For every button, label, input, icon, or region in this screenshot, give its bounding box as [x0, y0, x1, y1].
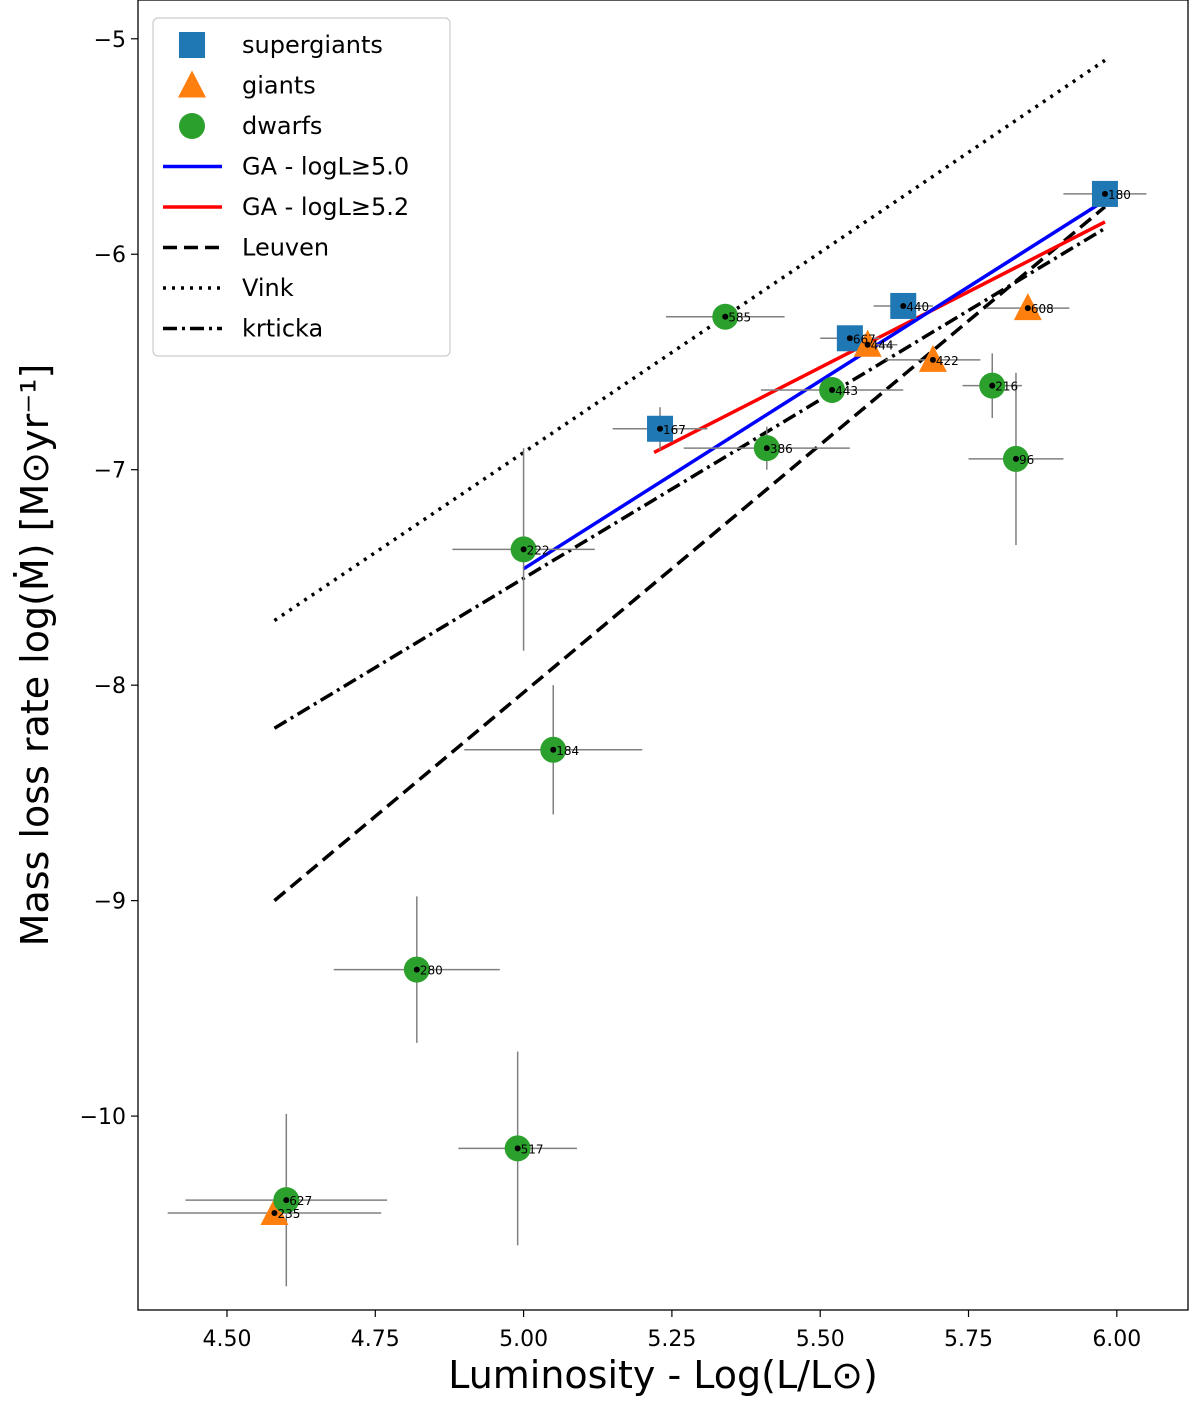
legend-ga-logl-5-2-label: GA - logL≥5.2: [242, 193, 409, 221]
legend-vink-label: Vink: [242, 274, 294, 302]
point-label: 216: [995, 380, 1018, 394]
x-tick-label: 5.50: [796, 1327, 845, 1352]
x-tick-label: 4.75: [351, 1327, 400, 1352]
center-dot: [283, 1197, 290, 1204]
point-label: 184: [556, 744, 579, 758]
point-label: 96: [1019, 453, 1034, 467]
point-label: 667: [853, 332, 876, 346]
point-label: 222: [527, 543, 550, 557]
point-label: 443: [835, 384, 858, 398]
point-labels: 180 440 667 167 608 444 422 235 585 443 216 386 96 22…: [277, 188, 1130, 1221]
x-tick-label: 5.00: [499, 1327, 548, 1352]
y-tick-label: −8: [94, 674, 126, 699]
x-axis-title: Luminosity - Log(L/L⊙): [448, 1353, 878, 1397]
center-dot: [657, 425, 664, 432]
legend-ga-logl-5-0-label: GA - logL≥5.0: [242, 153, 409, 181]
point-label: 585: [728, 311, 751, 325]
x-tick-label: 5.75: [944, 1327, 993, 1352]
y-axis-ticks: −10 −9 −8 −7 −6 −5: [80, 28, 138, 1130]
center-dot: [413, 966, 420, 973]
legend-dwarfs-swatch: [179, 113, 205, 139]
legend-leuven-label: Leuven: [242, 234, 329, 262]
center-dot: [929, 356, 936, 363]
point-label: 235: [277, 1207, 300, 1221]
point-label: 422: [936, 354, 959, 368]
point-label: 608: [1031, 302, 1054, 316]
point-label: 167: [663, 423, 686, 437]
fit-line-leuven: [273, 205, 1107, 902]
y-tick-label: −6: [94, 243, 126, 268]
legend-giants-swatch: [178, 70, 206, 98]
point-label: 444: [871, 339, 894, 353]
fit-line-ga-logl-5-2: [653, 220, 1106, 455]
point-label: 517: [521, 1142, 544, 1156]
x-tick-label: 4.50: [202, 1327, 251, 1352]
x-tick-label: 6.00: [1092, 1327, 1141, 1352]
point-label: 386: [770, 442, 793, 456]
y-tick-label: −10: [80, 1105, 126, 1130]
fit-line-ga-logl-5-0: [522, 198, 1106, 571]
point-label: 280: [420, 964, 443, 978]
center-dot: [1101, 190, 1108, 197]
center-dot: [864, 341, 871, 348]
center-dot: [514, 1145, 521, 1152]
legend-giants-label: giants: [242, 72, 316, 100]
fit-lines: [273, 58, 1107, 902]
y-axis-title: Mass loss rate log(Ṁ) [M⊙yr⁻¹]: [13, 364, 57, 947]
center-dot: [550, 746, 557, 753]
center-dot: [900, 302, 907, 309]
point-label: 180: [1108, 188, 1131, 202]
center-dot: [829, 386, 836, 393]
legend-dwarfs-label: dwarfs: [242, 112, 322, 140]
center-dot: [1024, 305, 1031, 312]
center-dot: [763, 445, 770, 452]
center-dot: [520, 546, 527, 553]
center-dot: [989, 382, 996, 389]
point-label: 440: [906, 300, 929, 314]
point-label: 627: [289, 1194, 312, 1208]
legend: supergiants giants dwarfs GA - logL≥5.0 GA -…: [152, 17, 451, 357]
center-dot: [846, 335, 853, 342]
center-dot: [1012, 455, 1019, 462]
x-tick-label: 5.25: [647, 1327, 696, 1352]
y-tick-label: −9: [94, 890, 126, 915]
y-tick-label: −7: [94, 459, 126, 484]
legend-krticka-label: krticka: [242, 315, 323, 343]
y-tick-label: −5: [94, 28, 126, 53]
center-dot: [722, 313, 729, 320]
data-markers: [260, 180, 1118, 1226]
legend-frame: [152, 17, 451, 357]
center-dot: [271, 1210, 278, 1217]
x-axis-ticks: 4.50 4.75 5.00 5.25 5.50 5.75 6.00: [202, 1310, 1141, 1352]
legend-supergiants-label: supergiants: [242, 31, 383, 59]
legend-supergiants-swatch: [179, 32, 205, 58]
